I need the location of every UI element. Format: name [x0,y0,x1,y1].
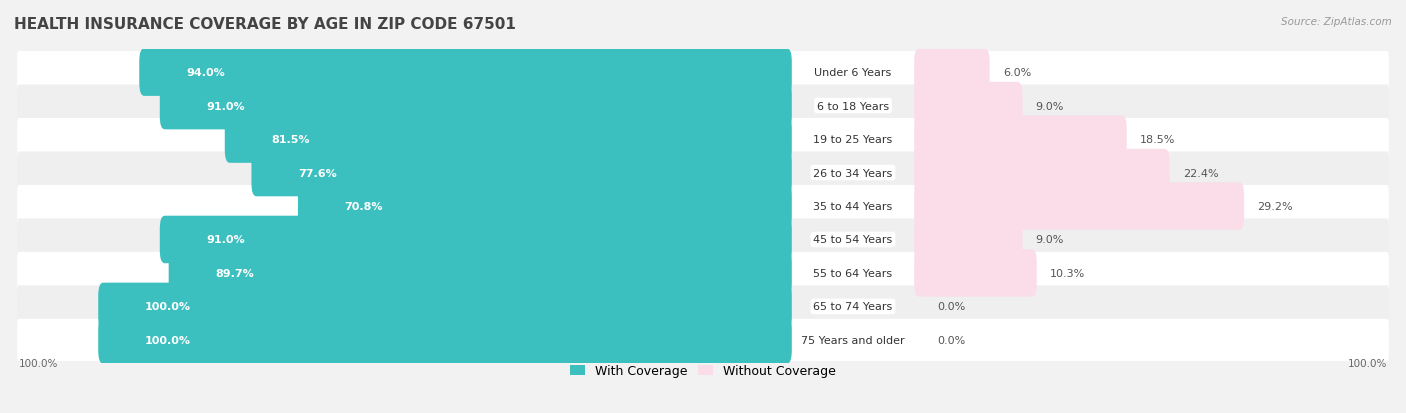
FancyBboxPatch shape [914,49,990,97]
Text: Source: ZipAtlas.com: Source: ZipAtlas.com [1281,17,1392,26]
Text: 6.0%: 6.0% [1002,68,1031,78]
Text: 100.0%: 100.0% [20,358,59,368]
Text: 55 to 64 Years: 55 to 64 Years [814,268,893,278]
Text: 0.0%: 0.0% [936,335,966,345]
FancyBboxPatch shape [914,116,1126,164]
FancyBboxPatch shape [160,216,792,263]
Text: 75 Years and older: 75 Years and older [801,335,905,345]
FancyBboxPatch shape [17,185,1389,228]
FancyBboxPatch shape [914,150,1170,197]
FancyBboxPatch shape [160,83,792,130]
Text: 65 to 74 Years: 65 to 74 Years [813,301,893,312]
Text: 100.0%: 100.0% [145,335,191,345]
FancyBboxPatch shape [914,83,1022,130]
Text: 100.0%: 100.0% [145,301,191,312]
Text: 91.0%: 91.0% [207,235,245,245]
Text: 10.3%: 10.3% [1050,268,1085,278]
FancyBboxPatch shape [914,216,1022,263]
Text: 100.0%: 100.0% [1347,358,1386,368]
FancyBboxPatch shape [139,49,792,97]
FancyBboxPatch shape [98,283,792,330]
Text: 35 to 44 Years: 35 to 44 Years [813,202,893,211]
Text: 29.2%: 29.2% [1257,202,1294,211]
Text: 89.7%: 89.7% [215,268,254,278]
Text: 91.0%: 91.0% [207,101,245,112]
Text: 94.0%: 94.0% [186,68,225,78]
Text: 18.5%: 18.5% [1140,135,1175,145]
Text: 26 to 34 Years: 26 to 34 Years [813,168,893,178]
Text: 0.0%: 0.0% [936,301,966,312]
Text: 9.0%: 9.0% [1036,235,1064,245]
Legend: With Coverage, Without Coverage: With Coverage, Without Coverage [565,359,841,382]
FancyBboxPatch shape [17,52,1389,94]
Text: 22.4%: 22.4% [1182,168,1219,178]
Text: 9.0%: 9.0% [1036,101,1064,112]
FancyBboxPatch shape [98,316,792,364]
FancyBboxPatch shape [17,219,1389,261]
FancyBboxPatch shape [17,152,1389,194]
Text: 19 to 25 Years: 19 to 25 Years [813,135,893,145]
FancyBboxPatch shape [17,85,1389,127]
FancyBboxPatch shape [298,183,792,230]
Text: 45 to 54 Years: 45 to 54 Years [813,235,893,245]
Text: 6 to 18 Years: 6 to 18 Years [817,101,889,112]
Text: HEALTH INSURANCE COVERAGE BY AGE IN ZIP CODE 67501: HEALTH INSURANCE COVERAGE BY AGE IN ZIP … [14,17,516,31]
Text: 70.8%: 70.8% [344,202,384,211]
FancyBboxPatch shape [914,249,1036,297]
FancyBboxPatch shape [169,249,792,297]
FancyBboxPatch shape [914,183,1244,230]
Text: 81.5%: 81.5% [271,135,311,145]
FancyBboxPatch shape [17,252,1389,294]
FancyBboxPatch shape [225,116,792,164]
FancyBboxPatch shape [17,286,1389,328]
Text: 77.6%: 77.6% [298,168,337,178]
Text: Under 6 Years: Under 6 Years [814,68,891,78]
FancyBboxPatch shape [17,319,1389,361]
FancyBboxPatch shape [17,119,1389,161]
FancyBboxPatch shape [252,150,792,197]
